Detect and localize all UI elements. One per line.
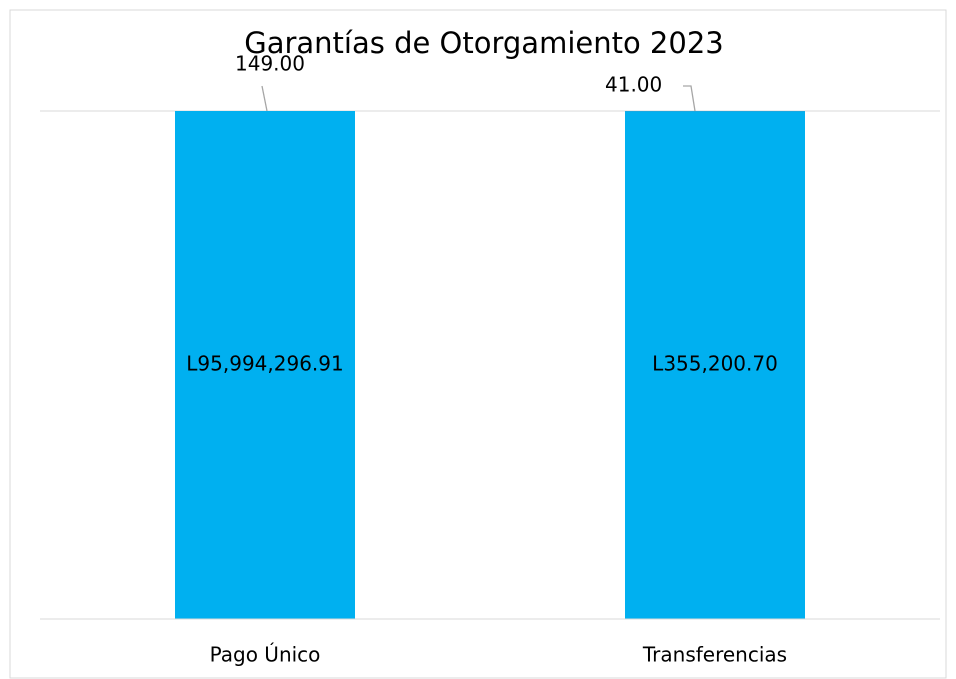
leader-line [261, 85, 268, 112]
leader-line [683, 85, 696, 112]
x-tick-label: Transferencias [642, 643, 787, 667]
bar-segment [625, 111, 805, 620]
bar-segment [175, 111, 355, 619]
data-label: L95,994,296.91 [186, 352, 343, 376]
x-tick-label: Pago Único [210, 643, 321, 667]
data-label: L355,200.70 [652, 352, 778, 376]
data-label: 41.00 [605, 73, 662, 97]
data-label: 149.00 [235, 52, 305, 76]
chart-title: Garantías de Otorgamiento 2023 [244, 26, 724, 60]
chart-frame [9, 9, 947, 679]
